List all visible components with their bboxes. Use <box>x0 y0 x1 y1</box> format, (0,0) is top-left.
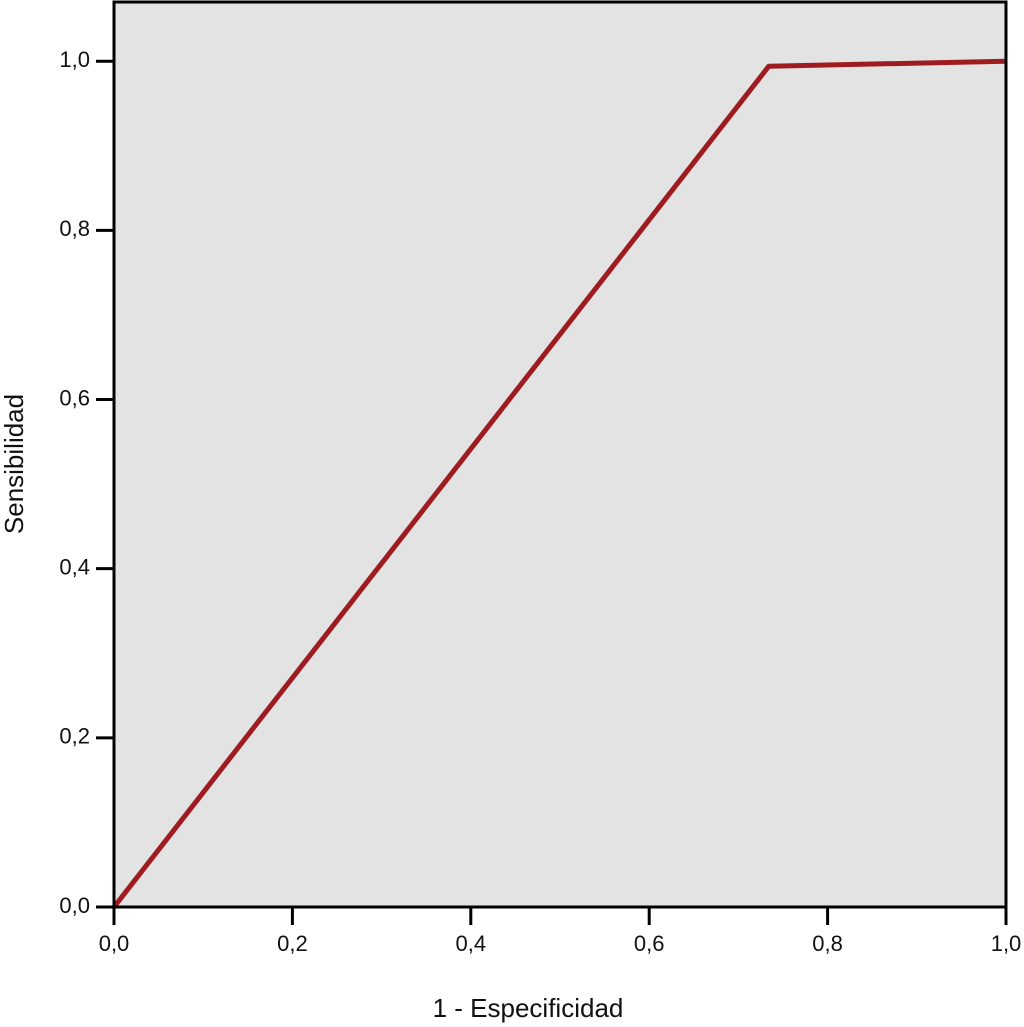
x-tick-label: 0,4 <box>456 931 487 956</box>
x-tick-label: 1,0 <box>991 931 1022 956</box>
y-tick-label: 0,6 <box>59 385 90 410</box>
y-tick-label: 1,0 <box>59 47 90 72</box>
x-tick-label: 0,6 <box>634 931 665 956</box>
x-axis-label: 1 - Especificidad <box>433 993 624 1023</box>
y-tick-label: 0,4 <box>59 554 90 579</box>
plot-frame <box>112 0 1008 909</box>
y-tick-label: 0,8 <box>59 216 90 241</box>
y-tick-label: 0,2 <box>59 724 90 749</box>
x-tick-label: 0,0 <box>99 931 130 956</box>
y-tick-label: 0,0 <box>59 893 90 918</box>
x-tick-label: 0,2 <box>277 931 308 956</box>
roc-line <box>112 58 1007 909</box>
y-axis-label: Sensibilidad <box>0 394 29 534</box>
plot-background <box>114 2 1006 907</box>
x-tick-label: 0,8 <box>812 931 843 956</box>
